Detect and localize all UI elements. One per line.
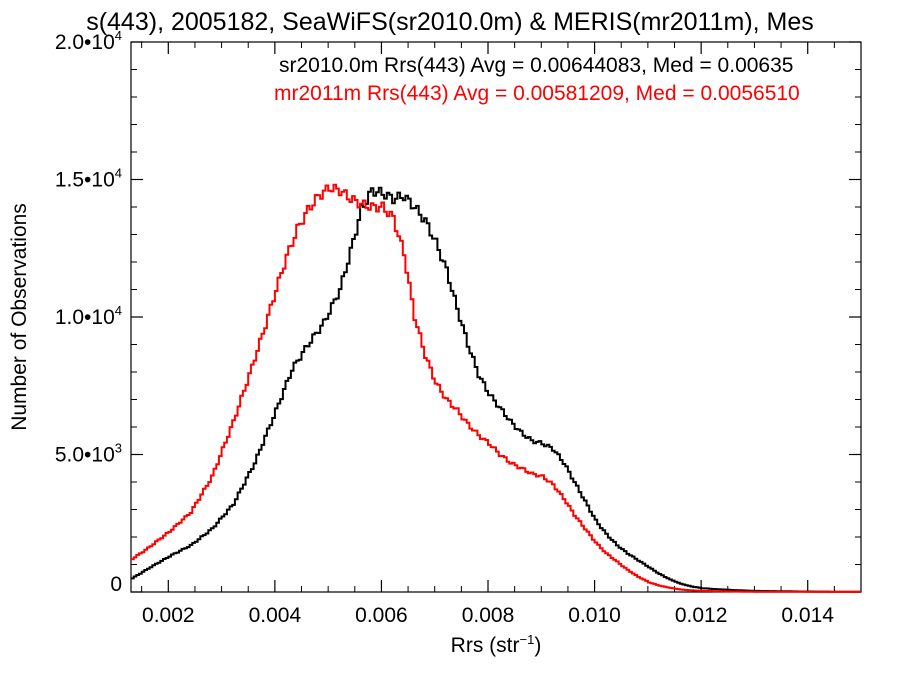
x-tick-label: 0.002 [142,604,195,627]
x-tick-label: 0.008 [462,604,515,627]
y-tick-exponent: 4 [115,28,122,43]
series-layer [131,183,861,593]
y-tick-exponent: 4 [115,303,122,318]
series-line-sr2010 [131,186,861,593]
y-tick-label: 2.0•104 [55,28,122,54]
x-tick-label: 0.004 [249,604,302,627]
x-tick-label: 0.010 [568,604,621,627]
y-tick-mantissa: 1.0•10 [55,306,115,329]
x-tick-label: 0.014 [781,604,834,627]
y-tick-mantissa: 5.0•10 [55,444,115,467]
y-tick-exponent: 3 [115,441,122,456]
series-line-mr2011 [131,183,861,593]
x-axis-label-close: ) [534,634,541,657]
y-tick-mantissa: 0 [110,573,122,596]
x-axis-label-main: Rrs (str [451,634,520,657]
y-tick-label: 5.0•103 [55,441,122,467]
chart-title: s(443), 2005182, SeaWiFS(sr2010.0m) & ME… [86,8,814,36]
y-axis-label: Number of Observations [8,203,31,431]
x-tick-label: 0.006 [355,604,408,627]
x-axis: 0.002 0.004 0.006 0.008 0.010 0.012 0.014 [141,42,862,627]
y-tick-mantissa: 1.5•10 [55,169,115,192]
x-tick-label: 0.012 [675,604,728,627]
y-tick-exponent: 4 [115,166,122,181]
y-tick-label: 1.0•104 [55,303,122,329]
x-axis-label: Rrs (str−1) [451,632,542,657]
annotation-sr2010: sr2010.0m Rrs(443) Avg = 0.00644083, Med… [279,54,793,77]
y-tick-mantissa: 2.0•10 [55,31,115,54]
annotation-mr2011: mr2011m Rrs(443) Avg = 0.00581209, Med =… [274,82,800,105]
x-axis-label-exponent: −1 [520,632,535,647]
y-tick-label: 0 [110,573,122,596]
y-tick-label: 1.5•104 [55,166,122,192]
